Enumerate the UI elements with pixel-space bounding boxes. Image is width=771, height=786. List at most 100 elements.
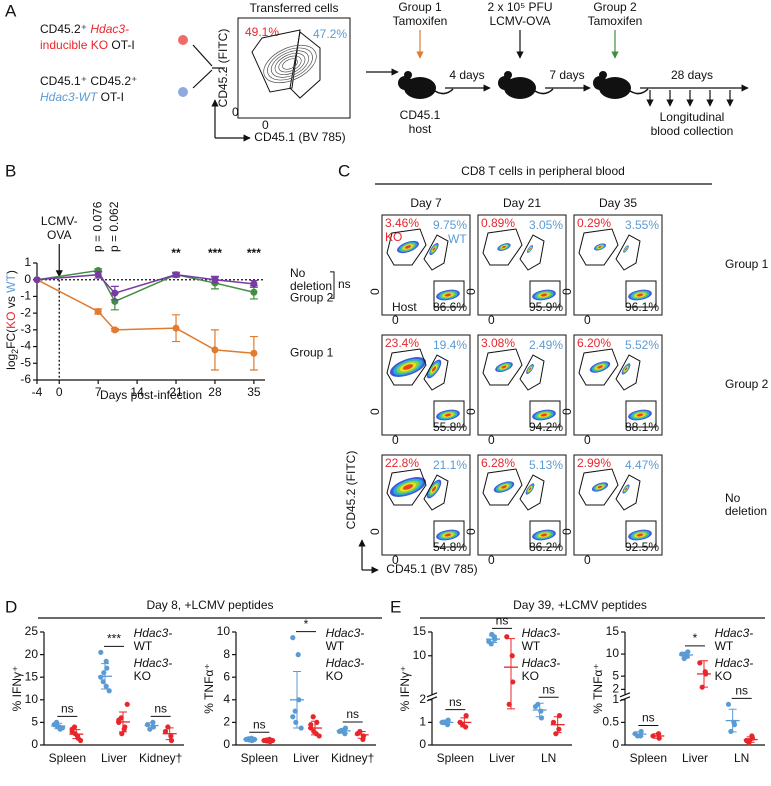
- ko-pct: 6.28%: [481, 456, 515, 470]
- gate: [519, 474, 545, 511]
- x-tick-label: 35: [247, 385, 261, 399]
- dot: [697, 660, 703, 666]
- sd-bar: [339, 728, 348, 734]
- zero-tick: 0: [392, 433, 399, 447]
- panel-title: Day 39, +LCMV peptides: [513, 598, 647, 612]
- wt-label: WT: [448, 232, 467, 246]
- host-pct: 95.9%: [529, 300, 563, 314]
- x-tick-label: Liver: [293, 751, 319, 765]
- contour: [270, 50, 310, 78]
- gate: [519, 354, 545, 391]
- x-tick-label: Kidney†: [139, 751, 182, 765]
- mouse-ear: [404, 71, 412, 79]
- row-label: Group 1: [725, 257, 769, 271]
- axis-break: [619, 692, 631, 698]
- panel-title: CD8 T cells in peripheral blood: [461, 164, 625, 178]
- y-tick-label: 1: [612, 692, 619, 706]
- group2-label: Tamoxifen: [588, 14, 643, 28]
- dot: [77, 737, 84, 744]
- y-tick-label: -3: [20, 322, 31, 336]
- significance: ns: [496, 614, 509, 628]
- significance: ***: [247, 246, 261, 260]
- zero-tick: 0: [464, 528, 478, 535]
- dot: [509, 653, 515, 659]
- point: [94, 307, 102, 315]
- y-tick-label: 2: [223, 715, 230, 729]
- gate: [615, 354, 641, 391]
- density: [431, 486, 437, 492]
- axis-break: [427, 694, 437, 699]
- point: [250, 349, 258, 357]
- ko-pct: 3.08%: [481, 336, 515, 350]
- flow-x-label: CD45.1 (BV 785): [254, 130, 345, 144]
- density: [540, 413, 548, 417]
- line-part: No: [290, 266, 306, 280]
- x-axis-label: CD45.1 (BV 785): [386, 562, 477, 576]
- gate: [386, 468, 427, 506]
- donor-ko-part: Hdac3-: [90, 22, 129, 36]
- x-tick-label: Liver: [489, 751, 515, 765]
- dot: [124, 701, 130, 707]
- x-tick-label: Liver: [101, 751, 127, 765]
- point: [250, 280, 258, 288]
- dot: [293, 719, 299, 726]
- y-tick-label: 0: [419, 737, 426, 751]
- ko-pct: 22.8%: [385, 456, 419, 470]
- infection-label: LCMV-: [41, 214, 78, 228]
- density: [431, 366, 437, 372]
- interval: 28 days: [671, 68, 713, 82]
- line-part: WT: [134, 639, 153, 653]
- mouse-tail: [629, 88, 649, 95]
- y-tick-label: 8: [223, 647, 230, 661]
- gate: [386, 228, 427, 266]
- series-line: [36, 279, 254, 355]
- sd-bar: [357, 730, 366, 739]
- wt-pct: 4.47%: [625, 458, 659, 472]
- density: [529, 247, 531, 251]
- sd-bar: [635, 731, 644, 737]
- gate: [615, 474, 641, 511]
- line-part: Hdac3-: [522, 656, 561, 670]
- x-tick-label: 0: [56, 385, 63, 399]
- point: [211, 276, 219, 284]
- significance: **: [171, 246, 181, 260]
- y-tick-label: 10: [217, 624, 231, 638]
- line-part: KO: [522, 669, 539, 683]
- sd-bar: [147, 722, 156, 729]
- sd-bar: [507, 638, 515, 710]
- gate: [386, 348, 427, 386]
- contour: [278, 55, 302, 73]
- interval: 4 days: [449, 68, 484, 82]
- host-label: CD45.1: [400, 108, 441, 122]
- dot: [311, 728, 317, 735]
- flow-title: Transferred cells: [250, 1, 339, 15]
- point: [172, 324, 180, 332]
- donor-wt: CD45.1⁺ CD45.2⁺: [40, 74, 137, 88]
- dot: [725, 701, 732, 707]
- line-part: deletion: [290, 279, 332, 293]
- line-part: KO: [326, 669, 343, 683]
- donor-ko-part: OT-I: [108, 38, 135, 52]
- mouse-tail: [434, 88, 454, 95]
- y-tick-label: 0.5: [602, 715, 619, 729]
- mouse-tail: [534, 88, 554, 95]
- gate: [529, 280, 561, 308]
- sd-bar: [54, 722, 63, 730]
- gate: [625, 400, 657, 428]
- contour: [282, 58, 298, 70]
- legend-label: Hdac3-WT: [522, 626, 561, 653]
- wt-pct: 5.13%: [529, 458, 563, 472]
- sd-bar: [264, 738, 273, 743]
- density: [444, 413, 452, 417]
- dot: [106, 688, 112, 694]
- point: [172, 271, 180, 279]
- sd-bar: [119, 711, 127, 733]
- panel-letter: E: [390, 597, 401, 616]
- dot: [316, 733, 322, 739]
- mouse-body: [404, 77, 436, 99]
- contour: [263, 44, 317, 84]
- y-axis-label-part: 2: [10, 349, 20, 354]
- significance: *: [693, 631, 698, 645]
- p-value: p = 0.062: [107, 201, 121, 252]
- host-pct: 94.2%: [529, 420, 563, 434]
